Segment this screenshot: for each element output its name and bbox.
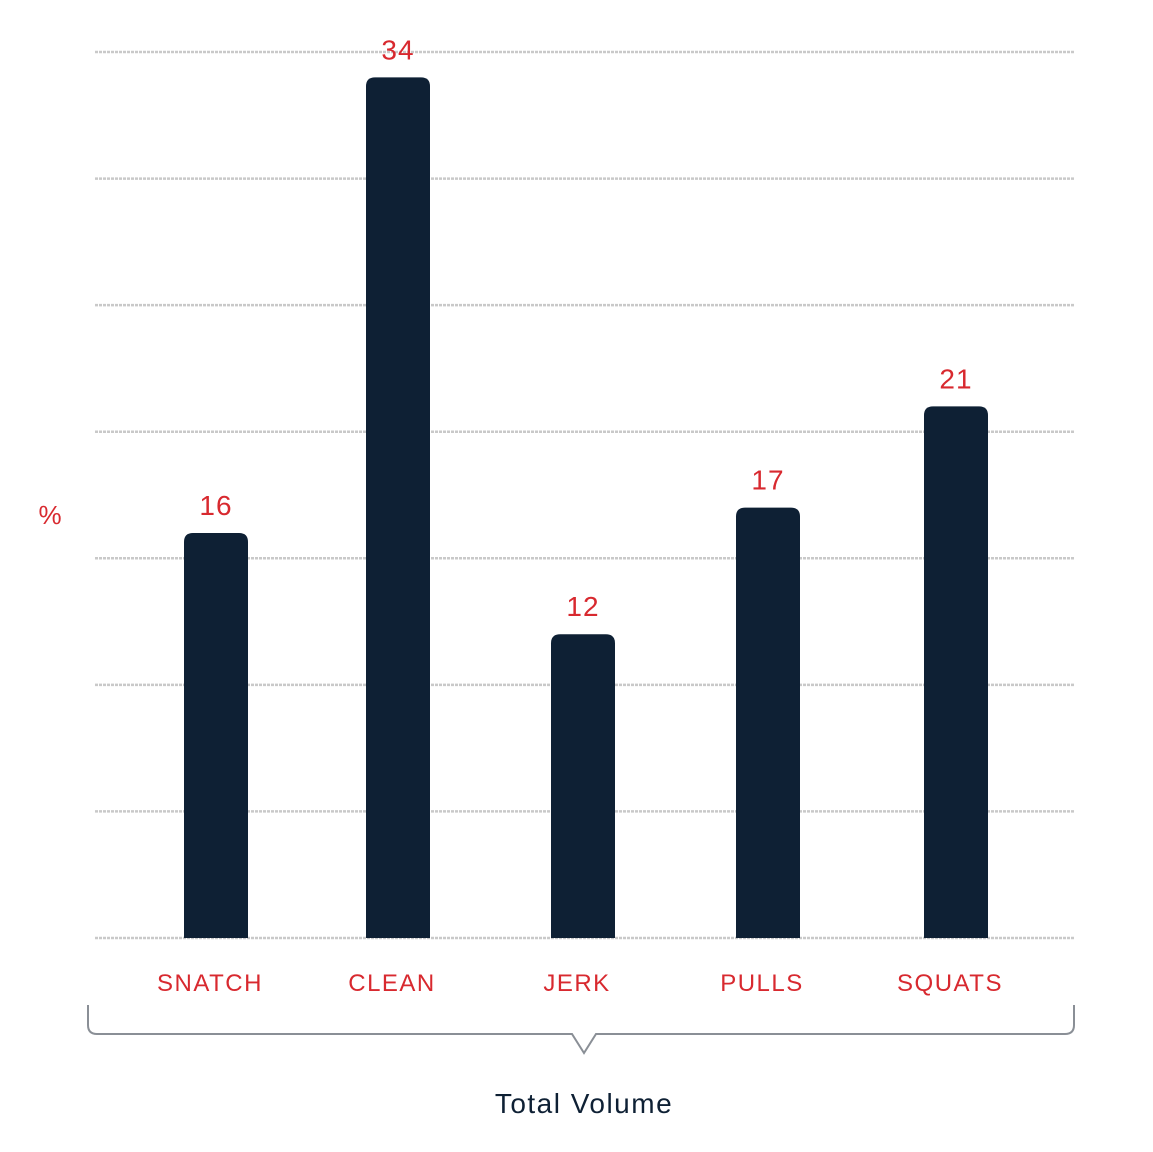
x-axis-brace <box>87 1005 1075 1055</box>
bar-clean <box>366 77 430 939</box>
bars <box>184 77 988 939</box>
y-axis-label: % <box>38 500 61 530</box>
category-labels: SNATCH CLEAN JERK PULLS SQUATS <box>157 970 1003 997</box>
value-label-clean: 34 <box>381 34 414 65</box>
category-label-clean: CLEAN <box>348 970 436 997</box>
bar-squats <box>924 406 988 938</box>
value-labels: 16 34 12 17 21 <box>199 34 972 622</box>
value-label-snatch: 16 <box>199 490 232 521</box>
x-axis-label: Total Volume <box>495 1088 673 1119</box>
value-label-pulls: 17 <box>751 465 784 496</box>
value-label-jerk: 12 <box>566 591 599 622</box>
value-label-squats: 21 <box>939 363 972 394</box>
category-label-snatch: SNATCH <box>157 970 263 997</box>
bar-pulls <box>736 507 800 938</box>
category-label-squats: SQUATS <box>897 970 1003 997</box>
bar-snatch <box>184 532 248 938</box>
bar-jerk <box>551 634 615 938</box>
category-label-pulls: PULLS <box>720 970 804 997</box>
category-label-jerk: JERK <box>543 970 610 997</box>
